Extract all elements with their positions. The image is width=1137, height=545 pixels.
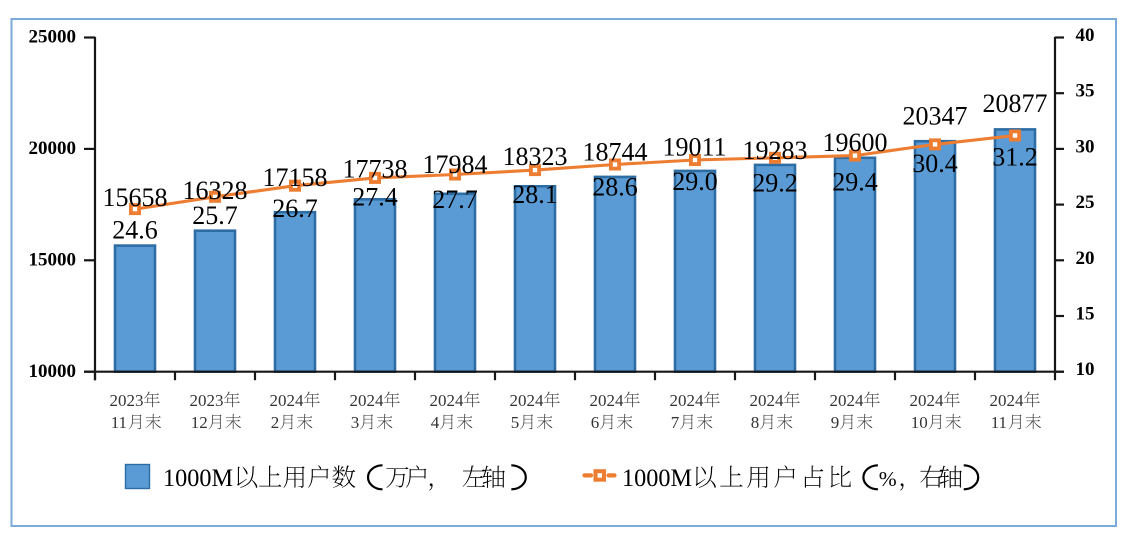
svg-text:28.1: 28.1 (512, 180, 558, 209)
svg-text:26.7: 26.7 (272, 194, 318, 223)
svg-text:2024: 2024 (270, 391, 305, 410)
svg-text:20877: 20877 (983, 89, 1048, 118)
svg-text:10: 10 (1076, 359, 1095, 380)
svg-text:2024: 2024 (830, 391, 865, 410)
svg-text:16328: 16328 (183, 176, 248, 205)
svg-text:29.4: 29.4 (832, 167, 878, 196)
svg-text:2024: 2024 (590, 391, 625, 410)
svg-text:2: 2 (271, 413, 280, 432)
svg-text:28.6: 28.6 (592, 172, 638, 201)
svg-text:15000: 15000 (29, 250, 77, 271)
svg-text:6: 6 (591, 413, 600, 432)
svg-text:17738: 17738 (343, 155, 408, 184)
svg-text:20347: 20347 (903, 102, 968, 131)
svg-text:30.4: 30.4 (912, 149, 958, 178)
svg-text:8: 8 (751, 413, 760, 432)
svg-text:20: 20 (1076, 248, 1095, 269)
svg-text:4: 4 (431, 413, 440, 432)
svg-text:2024: 2024 (990, 391, 1025, 410)
svg-text:19600: 19600 (823, 128, 888, 157)
svg-text:2024: 2024 (430, 391, 465, 410)
svg-text:29.0: 29.0 (672, 167, 718, 196)
svg-text:2023: 2023 (190, 391, 224, 410)
svg-text:17158: 17158 (263, 163, 328, 192)
svg-text:5: 5 (511, 413, 520, 432)
svg-text:18323: 18323 (503, 142, 568, 171)
svg-text:35: 35 (1076, 81, 1095, 102)
svg-text:40: 40 (1076, 25, 1095, 46)
svg-text:2024: 2024 (510, 391, 545, 410)
svg-text:2024: 2024 (910, 391, 945, 410)
svg-text:27.7: 27.7 (432, 185, 478, 214)
svg-text:12: 12 (191, 413, 208, 432)
svg-text:2024: 2024 (750, 391, 785, 410)
svg-text:17984: 17984 (423, 150, 488, 179)
svg-text:18744: 18744 (583, 138, 648, 167)
svg-text:9: 9 (831, 413, 840, 432)
svg-text:25.7: 25.7 (192, 201, 238, 230)
svg-text:15: 15 (1076, 304, 1095, 325)
svg-text:11: 11 (991, 413, 1007, 432)
svg-text:25: 25 (1076, 192, 1095, 213)
svg-text:24.6: 24.6 (112, 216, 158, 245)
svg-text:10000: 10000 (29, 361, 77, 382)
svg-text:%: % (879, 467, 897, 491)
svg-text:27.4: 27.4 (352, 182, 398, 211)
svg-text:11: 11 (111, 413, 127, 432)
svg-text:15658: 15658 (103, 183, 168, 212)
svg-text:2024: 2024 (350, 391, 385, 410)
svg-text:19011: 19011 (663, 133, 727, 162)
svg-text:29.2: 29.2 (752, 168, 798, 197)
svg-text:2023: 2023 (110, 391, 144, 410)
svg-text:25000: 25000 (29, 27, 77, 48)
svg-text:2024: 2024 (670, 391, 705, 410)
svg-text:1000M: 1000M (163, 463, 233, 492)
svg-text:20000: 20000 (29, 138, 77, 159)
svg-text:7: 7 (671, 413, 680, 432)
svg-text:19283: 19283 (743, 136, 808, 165)
svg-text:31.2: 31.2 (992, 143, 1037, 172)
svg-text:30: 30 (1076, 136, 1095, 157)
svg-text:10: 10 (911, 413, 928, 432)
svg-text:1000M: 1000M (622, 463, 692, 492)
svg-text:3: 3 (351, 413, 360, 432)
